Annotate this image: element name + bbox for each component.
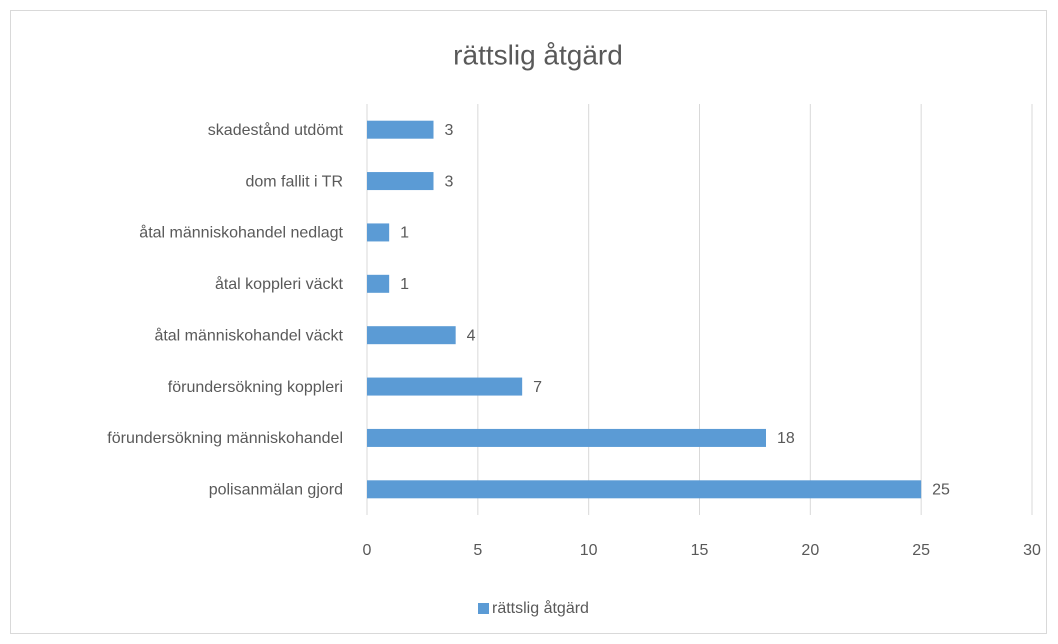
x-tick-label: 20 (801, 542, 819, 559)
data-label: 7 (533, 379, 542, 396)
chart-border (10, 10, 1047, 634)
data-label: 1 (400, 225, 409, 242)
data-label: 1 (400, 276, 409, 293)
x-tick-label: 10 (580, 542, 598, 559)
legend-label: rättslig åtgärd (492, 599, 589, 617)
bar (367, 120, 434, 139)
x-tick-label: 15 (691, 542, 709, 559)
chart-title: rättslig åtgärd (453, 39, 623, 70)
data-label: 3 (445, 122, 454, 139)
y-tick-label: polisanmälan gjord (209, 482, 343, 499)
x-tick-label: 5 (473, 542, 482, 559)
bar (367, 377, 523, 396)
y-tick-label: förundersökning koppleri (168, 379, 343, 396)
data-label: 3 (445, 173, 454, 190)
y-tick-label: dom fallit i TR (245, 173, 343, 190)
y-tick-label: skadestånd utdömt (208, 121, 344, 139)
bar (367, 223, 390, 242)
legend-swatch (478, 603, 489, 614)
data-label: 18 (777, 430, 795, 447)
bar (367, 326, 456, 345)
x-tick-label: 25 (912, 542, 930, 559)
data-label: 25 (932, 482, 950, 499)
y-tick-label: åtal människohandel väckt (154, 326, 343, 344)
y-tick-label: förundersökning människohandel (107, 430, 343, 447)
bar (367, 428, 766, 447)
y-tick-label: åtal koppleri väckt (215, 275, 344, 293)
x-tick-label: 30 (1023, 542, 1041, 559)
data-label: 4 (467, 327, 476, 344)
x-tick-label: 0 (363, 542, 372, 559)
y-tick-label: åtal människohandel nedlagt (139, 224, 343, 242)
bar (367, 274, 390, 293)
bar (367, 480, 922, 499)
bar (367, 172, 434, 191)
